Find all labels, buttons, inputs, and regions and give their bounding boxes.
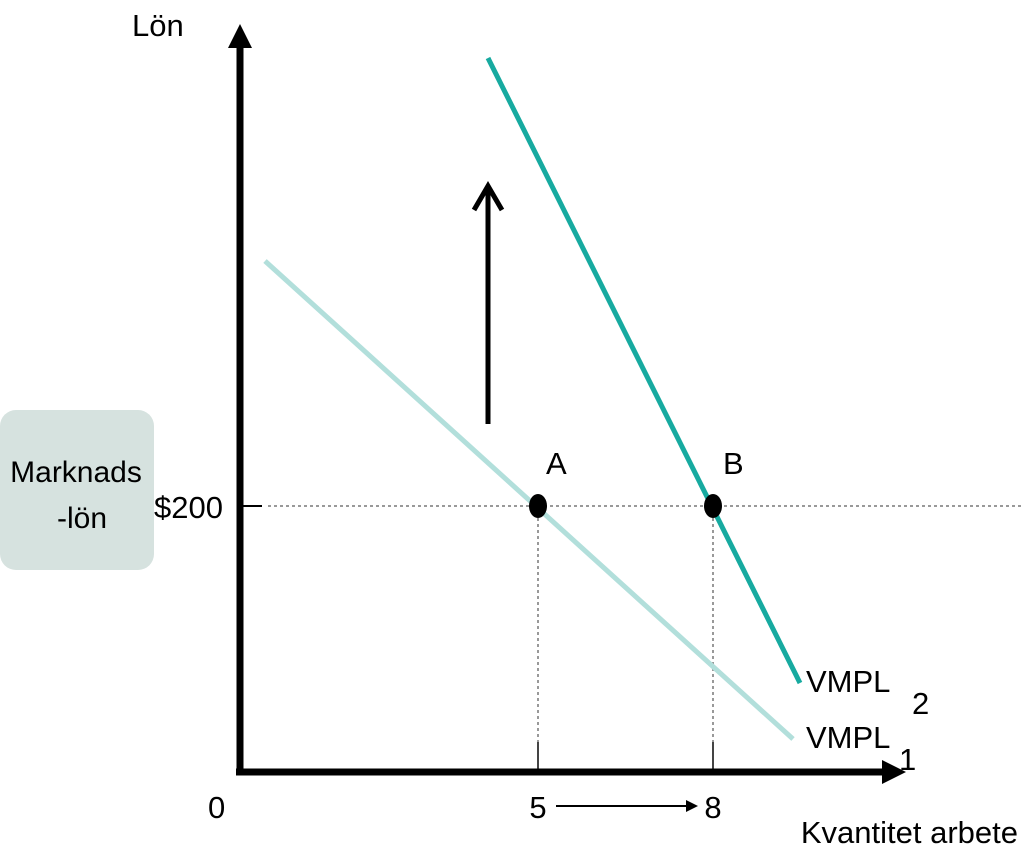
origin-label: 0 xyxy=(208,790,225,825)
vmpl2-curve xyxy=(485,56,803,685)
wage-tick-label: $200 xyxy=(154,490,223,525)
vmpl1-curve xyxy=(263,259,795,741)
market-wage-badge-line2: -lön xyxy=(57,502,107,535)
vmpl1-label: VMPL xyxy=(806,720,890,755)
y-axis-label: Lön xyxy=(132,8,184,43)
quantity-8-label: 8 xyxy=(704,790,721,825)
point-b-label: B xyxy=(723,446,744,481)
vmpl2-subscript: 2 xyxy=(912,686,929,721)
point-a xyxy=(529,494,547,518)
x-axis-label: Kvantitet arbete xyxy=(801,815,1018,849)
shift-arrow-head xyxy=(471,181,505,212)
quantity-5-label: 5 xyxy=(529,790,546,825)
y-axis-arrowhead xyxy=(228,24,252,48)
point-b xyxy=(704,494,722,518)
market-wage-badge xyxy=(0,410,154,570)
market-wage-badge-line1: Marknads xyxy=(10,456,142,489)
vmpl1-subscript: 1 xyxy=(899,742,916,777)
vmpl2-label: VMPL xyxy=(806,664,890,699)
x-axis-arrowhead xyxy=(882,760,906,784)
point-a-label: A xyxy=(546,446,567,481)
